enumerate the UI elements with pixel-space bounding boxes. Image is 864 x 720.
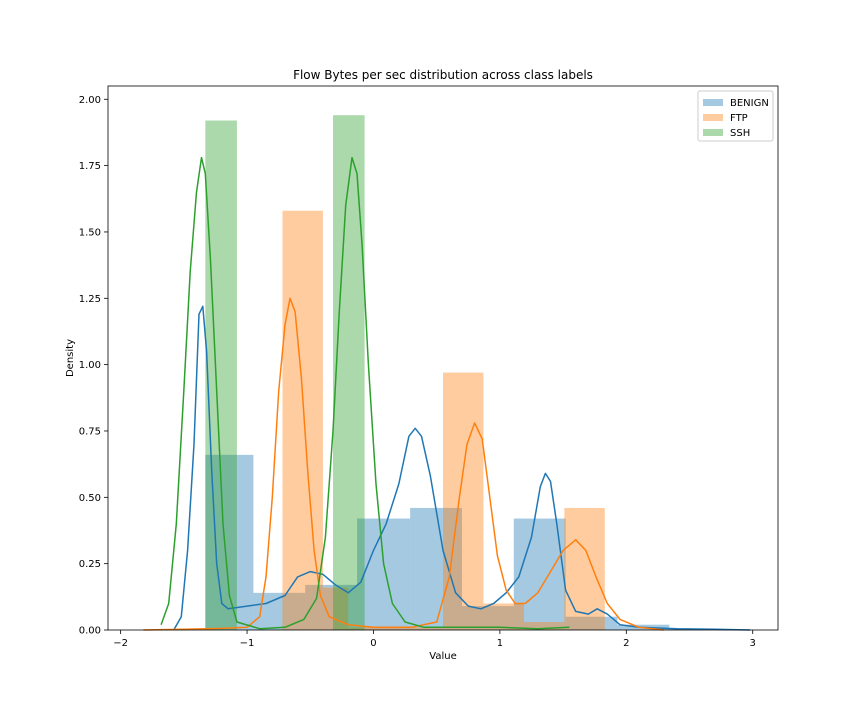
x-tick-label: −1	[240, 638, 255, 649]
y-tick-label: 1.25	[79, 294, 101, 305]
y-tick-label: 1.00	[79, 360, 101, 371]
y-axis-label: Density	[65, 339, 76, 377]
bar-ftp-5	[483, 603, 524, 630]
bar-ftp-3	[348, 627, 443, 630]
y-tick-label: 0.25	[79, 559, 101, 570]
plot-frame	[107, 85, 779, 631]
legend-label-ftp: FTP	[730, 113, 748, 124]
x-axis-ticks: −2 −1 0 1 2 3	[113, 630, 756, 649]
legend-swatch-benign	[703, 99, 723, 106]
y-tick-label: 1.50	[79, 227, 101, 238]
bar-benign-6	[513, 518, 566, 630]
y-tick-label: 0.75	[79, 426, 101, 437]
x-tick-label: −2	[113, 638, 128, 649]
bar-benign-3	[357, 518, 411, 630]
kde-line-ftp	[143, 297, 665, 631]
legend-swatch-ftp	[703, 114, 723, 121]
y-tick-label: 0.00	[79, 626, 101, 637]
bar-benign-4	[410, 507, 462, 630]
kde-curves	[143, 156, 751, 631]
chart-title: Flow Bytes per sec distribution across c…	[293, 68, 593, 82]
bar-benign-0	[205, 454, 254, 630]
x-tick-label: 3	[750, 638, 756, 649]
y-axis-ticks: 0.00 0.25 0.50 0.75 1.00 1.25 1.50 1.75 2.00	[79, 95, 108, 637]
bar-benign-7	[565, 616, 618, 630]
histogram-bars	[205, 115, 723, 630]
kde-line-benign	[173, 305, 751, 631]
x-axis-label: Value	[429, 651, 456, 662]
y-tick-label: 0.50	[79, 493, 101, 504]
legend-label-ssh: SSH	[730, 128, 750, 139]
legend-label-benign: BENIGN	[730, 98, 769, 109]
bar-ftp-7	[564, 507, 605, 630]
bar-ftp-6	[523, 622, 565, 630]
bar-benign-5	[461, 606, 514, 630]
chart-legend: BENIGN FTP SSH	[697, 90, 774, 142]
x-tick-label: 2	[623, 638, 629, 649]
y-tick-label: 2.00	[79, 95, 101, 106]
kde-line-ssh	[160, 156, 570, 630]
x-tick-label: 0	[370, 638, 376, 649]
x-tick-label: 1	[497, 638, 503, 649]
bar-ssh-0	[205, 120, 237, 630]
legend-swatch-ssh	[703, 129, 723, 136]
bar-ftp-4	[443, 372, 484, 630]
legend-frame	[697, 90, 774, 142]
bar-ssh-1	[333, 115, 365, 630]
y-tick-label: 1.75	[79, 161, 101, 172]
